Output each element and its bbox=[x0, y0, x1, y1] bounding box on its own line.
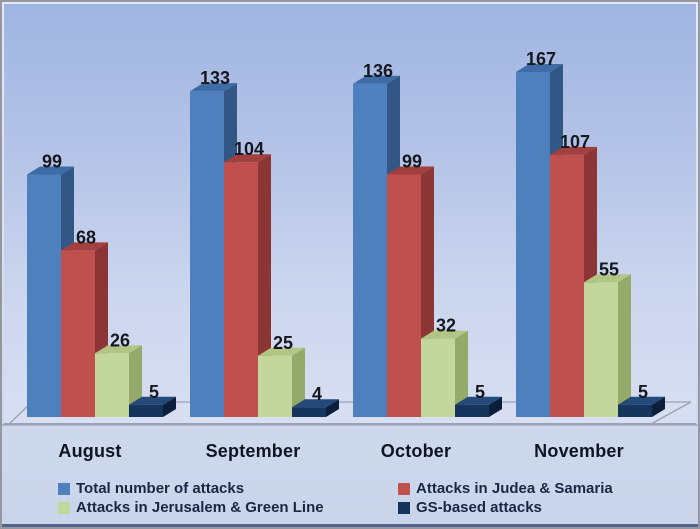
value-label: 25 bbox=[273, 333, 293, 353]
legend-label: GS-based attacks bbox=[416, 499, 542, 516]
x-axis-label-august: August bbox=[58, 441, 122, 461]
bar-top-face bbox=[584, 274, 631, 283]
value-label: 99 bbox=[402, 151, 422, 171]
value-label: 5 bbox=[638, 382, 648, 402]
legend-swatch-icon bbox=[398, 501, 410, 514]
bar-top-face bbox=[258, 347, 305, 356]
bar-2-2 bbox=[224, 162, 258, 417]
bar-4-1 bbox=[516, 72, 550, 417]
bar-side-face bbox=[455, 330, 468, 417]
bar-side-face bbox=[489, 396, 502, 417]
value-label: 32 bbox=[436, 316, 456, 336]
bar-3-2 bbox=[387, 174, 421, 417]
bar-1-4 bbox=[129, 404, 163, 417]
bar-top-face bbox=[61, 242, 108, 251]
legend-item: Attacks in Jerusalem & Green Line bbox=[58, 499, 324, 516]
bar-side-face bbox=[292, 347, 305, 417]
bar-side-face bbox=[652, 396, 665, 417]
bar-3-1 bbox=[353, 83, 387, 418]
legend-item: Attacks in Judea & Samaria bbox=[398, 480, 613, 497]
bar-4-4 bbox=[618, 404, 652, 417]
bar-2-4 bbox=[292, 407, 326, 417]
value-label: 136 bbox=[363, 61, 393, 81]
bar-top-face bbox=[455, 396, 502, 405]
bar-top-face bbox=[387, 166, 434, 175]
bar-side-face bbox=[163, 396, 176, 417]
legend-item: GS-based attacks bbox=[398, 499, 542, 516]
bar-side-face bbox=[618, 274, 631, 417]
legend-label: Attacks in Judea & Samaria bbox=[416, 480, 613, 497]
bar-4-2 bbox=[550, 154, 584, 417]
bar-4-3 bbox=[584, 282, 618, 417]
bar-top-face bbox=[190, 83, 237, 92]
bar-2-3 bbox=[258, 355, 292, 417]
value-label: 167 bbox=[526, 49, 556, 69]
bar-top-face bbox=[421, 330, 468, 339]
bar-top-face bbox=[95, 345, 142, 354]
bar-top-face bbox=[224, 154, 271, 163]
bar-top-face bbox=[292, 399, 339, 408]
bar-3-3 bbox=[421, 338, 455, 417]
value-label: 104 bbox=[234, 139, 264, 159]
value-label: 68 bbox=[76, 227, 96, 247]
bar-top-face bbox=[129, 396, 176, 405]
bar-3-4 bbox=[455, 404, 489, 417]
value-label: 107 bbox=[560, 132, 590, 152]
bar-2-1 bbox=[190, 91, 224, 418]
legend-label: Total number of attacks bbox=[76, 480, 245, 497]
bar-top-face bbox=[550, 146, 597, 155]
bar-1-3 bbox=[95, 353, 129, 417]
x-axis-label-november: November bbox=[534, 441, 624, 461]
legend-label: Attacks in Jerusalem & Green Line bbox=[76, 499, 324, 516]
value-label: 5 bbox=[149, 382, 159, 402]
bar-side-face bbox=[326, 399, 339, 417]
legend-swatch-icon bbox=[58, 501, 70, 514]
value-label: 4 bbox=[312, 384, 322, 404]
legend-item: Total number of attacks bbox=[58, 480, 244, 497]
x-axis-label-october: October bbox=[380, 441, 452, 461]
bar-top-face bbox=[516, 64, 563, 72]
bar-top-face bbox=[353, 75, 400, 84]
legend-swatch-icon bbox=[398, 482, 410, 495]
value-label: 99 bbox=[42, 151, 62, 171]
value-label: 5 bbox=[475, 382, 485, 402]
bar-top-face bbox=[618, 396, 665, 405]
value-label: 133 bbox=[200, 68, 230, 88]
bar-1-2 bbox=[61, 250, 95, 417]
x-axis-label-september: September bbox=[205, 441, 301, 461]
bar-top-face bbox=[27, 166, 74, 175]
value-label: 55 bbox=[599, 259, 619, 279]
value-label: 26 bbox=[110, 330, 130, 350]
legend-swatch-icon bbox=[58, 482, 70, 495]
bar-1-1 bbox=[27, 174, 61, 417]
bottom-border bbox=[2, 524, 698, 527]
